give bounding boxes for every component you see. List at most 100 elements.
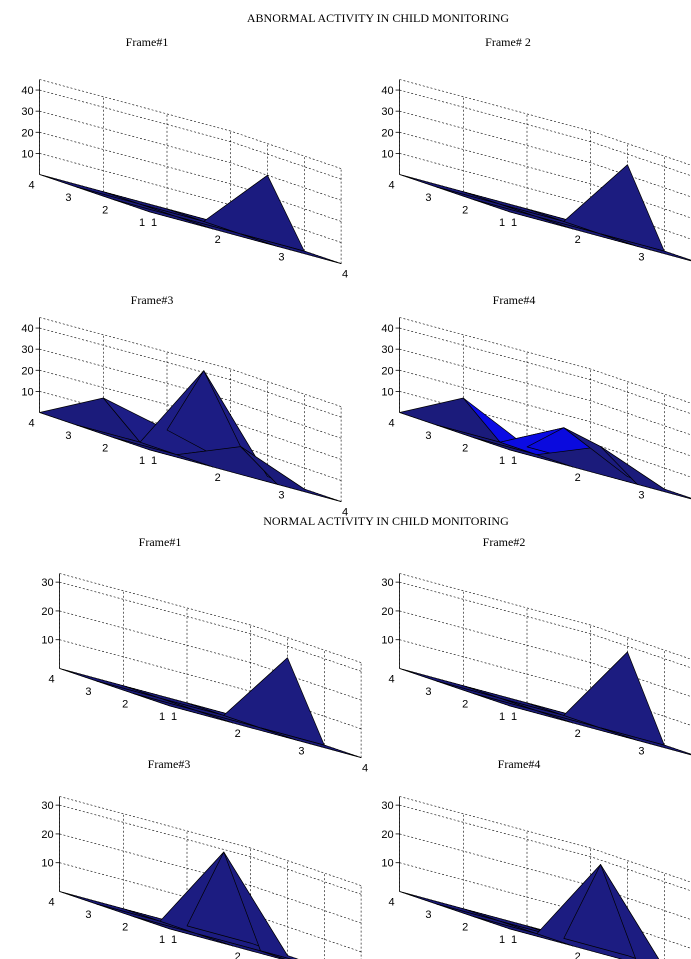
x-tick-label: 3 xyxy=(278,489,284,501)
x-tick-label: 4 xyxy=(342,269,348,281)
y-tick-label: 4 xyxy=(389,674,395,686)
z-tick-label: 20 xyxy=(381,606,393,618)
x-tick-label: 1 xyxy=(511,455,517,467)
panel-title: Frame#3 xyxy=(131,293,174,307)
surface-facet xyxy=(472,199,575,230)
surface-plot-panel: Frame#310203012341234 xyxy=(41,757,362,959)
z-tick-label: 40 xyxy=(21,85,33,97)
surface-facet xyxy=(436,186,538,218)
y-tick-label: 4 xyxy=(389,418,395,430)
z-tick-label: 40 xyxy=(381,85,393,97)
surface-facet xyxy=(76,186,178,218)
surface-facet xyxy=(132,693,235,724)
x-tick-label: 2 xyxy=(235,728,241,740)
y-tick-label: 1 xyxy=(499,217,505,229)
surface-facet xyxy=(399,668,501,699)
surface-plot-panel: Frame#3 10 20 30 40 1 2 3 4 1 2 3 4 xyxy=(21,293,348,519)
y-tick-label: 3 xyxy=(425,686,431,698)
surface-facet xyxy=(260,727,362,758)
y-tick-label: 2 xyxy=(122,922,128,934)
z-tick-label: 20 xyxy=(381,127,393,139)
y-tick-label: 1 xyxy=(139,455,145,467)
y-tick-label: 4 xyxy=(29,418,35,430)
z-tick-label: 40 xyxy=(21,323,33,335)
surface-facet xyxy=(472,693,575,724)
y-tick-label: 1 xyxy=(159,711,165,723)
z-tick-label: 20 xyxy=(21,365,33,377)
panel-title: Frame#3 xyxy=(148,757,191,771)
figure-1: ABNORMAL ACTIVITY IN CHILD MONITORING Fra… xyxy=(21,11,691,519)
z-tick-label: 30 xyxy=(21,344,33,356)
x-tick-label: 1 xyxy=(171,934,177,946)
y-tick-label: 3 xyxy=(85,686,91,698)
surface-plot-panel: Frame#1 10 20 30 40 1 2 3 4 1 2 3 4 xyxy=(21,35,348,281)
figure-2: NORMAL ACTIVITY IN CHILD MONITORING Frame… xyxy=(41,514,691,959)
x-tick-label: 3 xyxy=(638,251,644,263)
surface-facet xyxy=(399,174,501,205)
x-tick-label: 3 xyxy=(278,251,284,263)
panel-title: Frame# 2 xyxy=(485,35,531,49)
y-tick-label: 4 xyxy=(389,180,395,192)
surface-plot-panel: Frame#1 10 20 30 1 2 3 4 1 2 3 4 xyxy=(41,535,368,775)
z-tick-label: 20 xyxy=(41,606,53,618)
z-tick-label: 20 xyxy=(21,127,33,139)
surface-facet xyxy=(240,233,342,264)
surface-plot-panel: Frame#410203012341234 xyxy=(381,757,691,959)
surface-facet xyxy=(59,668,161,699)
z-tick-label: 30 xyxy=(381,106,393,118)
surface-facet xyxy=(600,233,691,262)
y-tick-label: 1 xyxy=(159,934,165,946)
figure-title: NORMAL ACTIVITY IN CHILD MONITORING xyxy=(263,514,509,528)
z-tick-label: 30 xyxy=(381,800,393,812)
panel-title: Frame#1 xyxy=(139,535,182,549)
surface-plot-panel: Frame#41020304012341234 xyxy=(381,293,691,501)
z-tick-label: 10 xyxy=(381,635,393,647)
y-tick-label: 3 xyxy=(425,192,431,204)
surface-facet xyxy=(112,199,215,230)
panel-title: Frame#4 xyxy=(493,293,536,307)
x-tick-label: 4 xyxy=(342,507,348,519)
z-tick-label: 10 xyxy=(381,148,393,160)
surface-facet xyxy=(59,891,161,922)
y-tick-label: 2 xyxy=(462,699,468,711)
panel-title: Frame#1 xyxy=(126,35,169,49)
z-tick-label: 30 xyxy=(41,800,53,812)
z-tick-label: 10 xyxy=(41,858,53,870)
y-tick-label: 4 xyxy=(49,897,55,909)
surface-facet xyxy=(223,851,299,959)
panel-title: Frame#2 xyxy=(483,535,526,549)
surface xyxy=(399,864,660,959)
x-tick-label: 3 xyxy=(298,745,304,757)
z-tick-label: 20 xyxy=(381,365,393,377)
x-tick-label: 3 xyxy=(638,745,644,757)
x-tick-label: 1 xyxy=(511,711,517,723)
y-tick-label: 1 xyxy=(499,711,505,723)
x-tick-label: 1 xyxy=(171,711,177,723)
x-tick-label: 2 xyxy=(215,472,221,484)
z-tick-label: 10 xyxy=(21,148,33,160)
surface xyxy=(39,174,342,264)
z-tick-label: 10 xyxy=(41,635,53,647)
y-tick-label: 2 xyxy=(462,922,468,934)
z-tick-label: 10 xyxy=(381,386,393,398)
z-tick-label: 10 xyxy=(21,386,33,398)
z-tick-label: 30 xyxy=(41,577,53,589)
x-tick-label: 2 xyxy=(235,951,241,959)
x-tick-label: 2 xyxy=(575,728,581,740)
surface-facet xyxy=(240,446,342,502)
y-tick-label: 3 xyxy=(425,909,431,921)
surface-plot-panel: Frame# 21020304012341234 xyxy=(381,35,691,263)
surface-facet xyxy=(600,864,660,959)
z-tick-label: 30 xyxy=(381,344,393,356)
surface-facet xyxy=(399,891,501,922)
surface-facet xyxy=(600,446,691,500)
y-tick-label: 4 xyxy=(389,897,395,909)
surface xyxy=(59,851,299,959)
